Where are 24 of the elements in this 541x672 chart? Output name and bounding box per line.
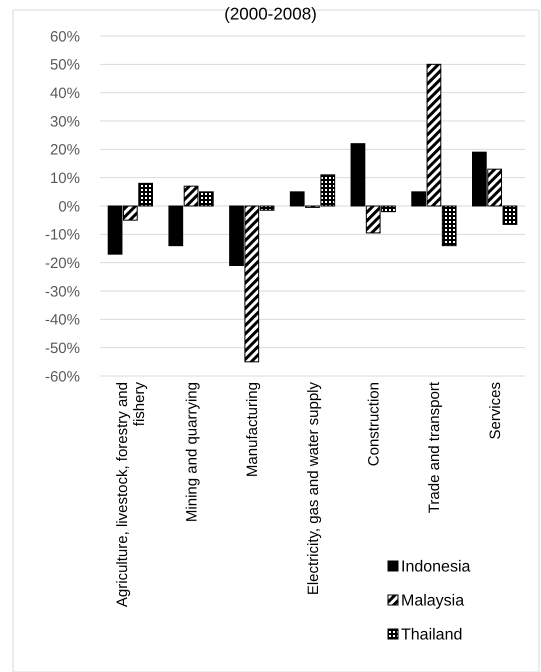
y-tick-label: -40% (44, 312, 80, 329)
y-tick-label: 30% (50, 113, 80, 130)
y-tick-label: -30% (44, 283, 80, 300)
y-tick-label: 50% (50, 56, 80, 74)
x-tick-label: Services (486, 382, 504, 440)
y-tick-label: 10% (50, 170, 80, 187)
y-tick-label: -10% (44, 226, 80, 244)
y-tick-label: 20% (50, 142, 80, 159)
y-tick-label: 40% (50, 84, 80, 102)
y-tick-label: -20% (44, 254, 80, 272)
y-tick-label: -50% (44, 340, 80, 357)
x-tick-label: Electricity, gas and water supply (304, 382, 322, 596)
y-tick-label: 0% (58, 198, 80, 216)
x-tick-label: Agriculture, livestock, forestry and fishery (114, 382, 148, 608)
y-tick-label: -60% (44, 368, 80, 386)
legend-label: Malaysia (401, 592, 464, 610)
chart-title: (2000-2008) (224, 4, 317, 24)
x-tick-label: Mining and quarrying (183, 382, 200, 522)
legend-label: Indonesia (401, 558, 470, 576)
y-tick-label: 60% (50, 28, 80, 46)
x-tick-label: Trade and transport (426, 381, 444, 514)
x-tick-label: Manufacturing (244, 382, 262, 478)
legend-label: Thailand (401, 626, 462, 644)
x-tick-label: Construction (365, 382, 382, 466)
